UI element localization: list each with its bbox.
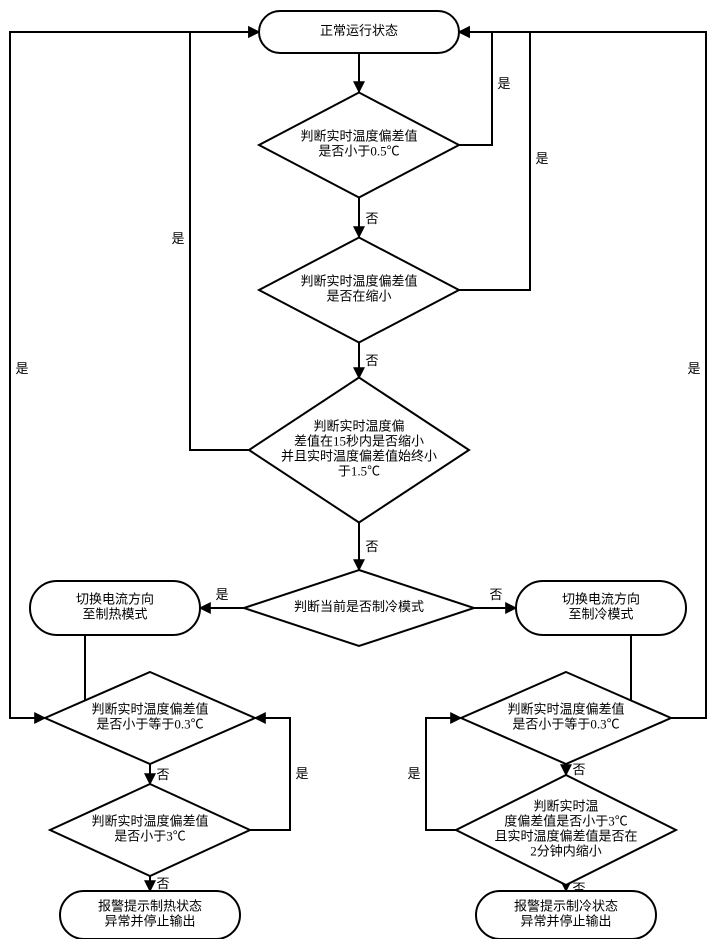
node-text: 判断实时温度偏 <box>313 419 404 434</box>
node-layer: 正常运行状态判断实时温度偏差值是否小于0.5℃判断实时温度偏差值是否在缩小判断实… <box>30 11 686 939</box>
edge <box>250 718 290 830</box>
node-text: 是否小于3℃ <box>114 828 186 843</box>
edge-label: 是 <box>15 361 28 376</box>
edge-label: 否 <box>572 762 585 777</box>
node-text: 报警提示制冷状态 <box>514 899 618 914</box>
node-text: 并且实时温度偏差值始终小 <box>281 448 437 463</box>
node-text: 报警提示制热状态 <box>98 899 202 914</box>
node-text: 判断当前是否制冷模式 <box>294 599 424 614</box>
flowchart-canvas: 否否否是是是是否否否否否是是是是正常运行状态判断实时温度偏差值是否小于0.5℃判… <box>0 0 718 939</box>
node-text: 且实时温度偏差值是否在 <box>494 828 637 843</box>
node-n_aL: 报警提示制热状态异常并停止输出 <box>60 891 240 939</box>
edge-label: 是 <box>535 151 548 166</box>
edge-label: 是 <box>687 361 700 376</box>
node-text: 切换电流方向 <box>562 592 640 607</box>
node-n_pR: 切换电流方向至制冷模式 <box>516 581 686 635</box>
edge <box>426 718 461 830</box>
node-n_d6R: 判断实时温度偏差值是否小于3℃且实时温度偏差值是否在2分钟内缩小 <box>456 775 676 885</box>
edge-label: 是 <box>497 76 510 91</box>
edge-label: 否 <box>156 876 169 891</box>
node-text: 至制热模式 <box>82 606 147 621</box>
node-text: 判断实时温度偏差值 <box>91 814 208 829</box>
node-n_d4: 判断当前是否制冷模式 <box>244 570 474 646</box>
node-text: 判断实时温度偏差值 <box>300 129 417 144</box>
node-text: 至制冷模式 <box>568 606 633 621</box>
node-n_d6L: 判断实时温度偏差值是否小于3℃ <box>50 784 250 876</box>
edge-label: 否 <box>156 767 169 782</box>
edge-label: 是 <box>215 587 228 602</box>
node-n_start: 正常运行状态 <box>259 11 459 53</box>
node-n_pL: 切换电流方向至制热模式 <box>30 581 200 635</box>
edge <box>190 32 259 450</box>
node-text: 异常并停止输出 <box>104 913 195 928</box>
node-n_d5L: 判断实时温度偏差值是否小于等于0.3℃ <box>45 672 255 764</box>
edge-label: 否 <box>365 353 378 368</box>
node-text: 于1.5℃ <box>338 463 380 478</box>
node-n_d3: 判断实时温度偏差值在15秒内是否缩小并且实时温度偏差值始终小于1.5℃ <box>249 378 469 523</box>
edge <box>459 32 530 290</box>
node-text: 切换电流方向 <box>76 592 154 607</box>
node-text: 是否小于等于0.3℃ <box>96 716 203 731</box>
edge-label: 是 <box>295 766 308 781</box>
node-n_d1: 判断实时温度偏差值是否小于0.5℃ <box>259 93 459 198</box>
node-text: 是否小于等于0.3℃ <box>512 716 619 731</box>
node-n_d2: 判断实时温度偏差值是否在缩小 <box>259 238 459 343</box>
node-text: 判断实时温度偏差值 <box>91 702 208 717</box>
node-n_aR: 报警提示制冷状态异常并停止输出 <box>476 891 656 939</box>
node-text: 判断实时温度偏差值 <box>300 274 417 289</box>
node-text: 判断实时温 <box>533 799 598 814</box>
node-text: 是否小于0.5℃ <box>318 143 399 158</box>
node-text: 判断实时温度偏差值 <box>507 702 624 717</box>
node-text: 是否在缩小 <box>326 288 391 303</box>
edge-label: 是 <box>171 231 184 246</box>
edge <box>459 32 492 145</box>
node-text: 2分钟内缩小 <box>530 843 602 858</box>
node-n_d5R: 判断实时温度偏差值是否小于等于0.3℃ <box>461 672 671 764</box>
node-text: 异常并停止输出 <box>520 913 611 928</box>
node-text: 差值在15秒内是否缩小 <box>294 434 424 449</box>
edge-label: 否 <box>365 539 378 554</box>
edge-label: 否 <box>365 211 378 226</box>
edge-label: 是 <box>407 766 420 781</box>
node-text: 正常运行状态 <box>320 23 398 38</box>
node-text: 度偏差值是否小于3℃ <box>504 814 628 829</box>
edge-label: 否 <box>489 587 502 602</box>
